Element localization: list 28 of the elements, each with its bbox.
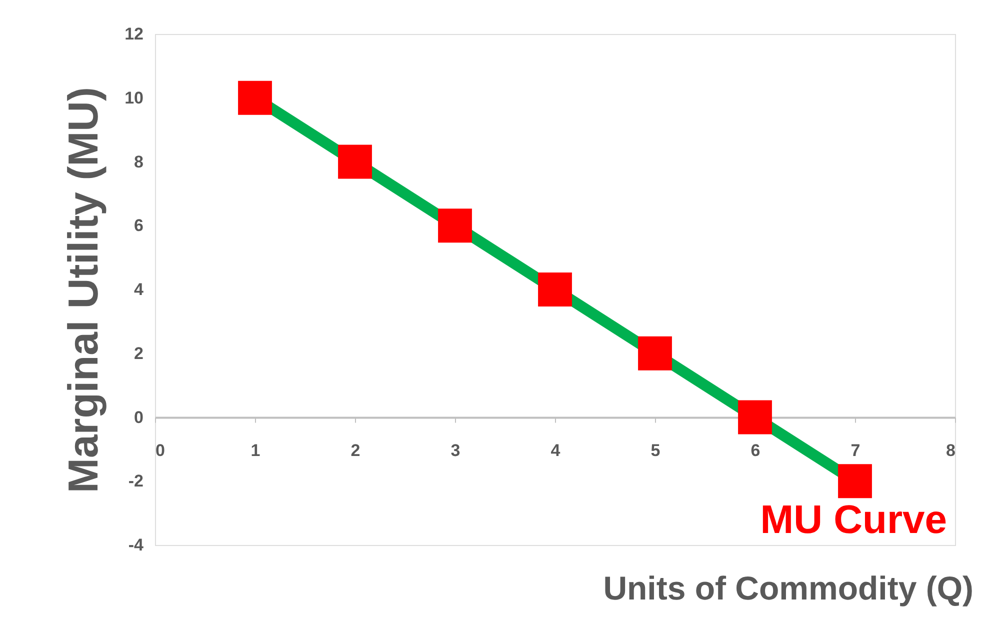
x-tick-label: 4 [550, 440, 561, 460]
x-tick-label: 0 [156, 440, 165, 460]
y-tick-label: 10 [124, 88, 144, 108]
y-tick-label: 2 [134, 344, 144, 363]
y-axis-title: Marginal Utility (MU) [60, 87, 107, 493]
y-tick-label: 4 [134, 280, 144, 299]
point [838, 464, 872, 498]
y-tick-label: -4 [128, 536, 144, 554]
y-tick-label: -2 [128, 472, 144, 491]
annotation: MU Curve [760, 498, 947, 542]
x-tick-label: 1 [250, 440, 260, 460]
y-tick-label: 8 [134, 152, 144, 172]
point [238, 80, 272, 115]
x-tick-label: 3 [450, 440, 460, 460]
x-tick-label: 6 [750, 440, 760, 460]
y-tick-label: 0 [134, 408, 144, 427]
x-axis-title: Units of Commodity (Q) [603, 570, 974, 606]
x-tick-label: 5 [650, 440, 660, 460]
y-tick-label: 12 [124, 24, 144, 44]
point [438, 208, 472, 243]
point [638, 336, 672, 370]
point [338, 144, 372, 179]
point [538, 272, 572, 306]
point [738, 400, 772, 434]
x-tick-label: 8 [946, 440, 956, 460]
x-tick-label: 7 [850, 440, 860, 460]
y-tick-label: 6 [134, 216, 144, 236]
x-tick-label: 2 [350, 440, 360, 460]
